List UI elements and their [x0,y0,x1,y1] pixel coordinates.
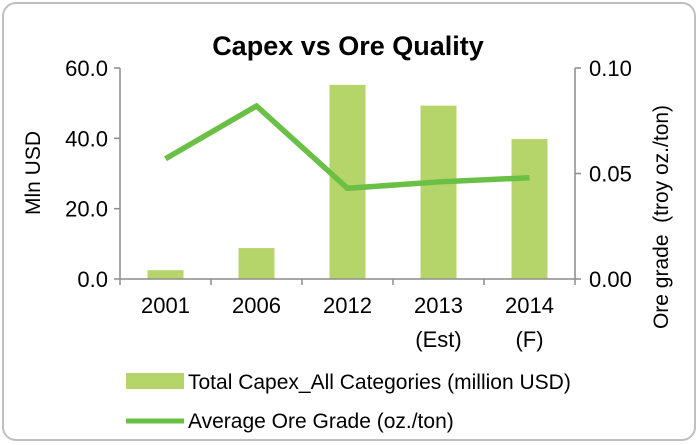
y-right-tick-label: 0.10 [589,56,632,81]
x-tick-label: (Est) [415,327,461,352]
legend-line-label: Average Ore Grade (oz./ton) [188,410,454,433]
legend: Total Capex_All Categories (million USD)… [126,371,571,433]
x-tick-label: 2012 [323,293,372,318]
y-right-ticks: 0.00 0.05 0.10 [575,56,632,292]
x-tick-label: 2001 [141,293,190,318]
bar-2001 [147,270,184,279]
y-left-axis-label: Mln USD [22,131,45,215]
y-left-tick-label: 20.0 [65,197,108,222]
line-series [164,102,530,192]
y-right-tick-label: 0.05 [589,162,632,187]
y-left-tick-label: 60.0 [65,56,108,81]
chart-title: Capex vs Ore Quality [212,31,484,61]
bar-series [147,84,548,280]
y-left-ticks: 0.0 20.0 40.0 60.0 [65,56,120,292]
y-right-tick-label: 0.00 [589,267,632,292]
x-tick-label: 2013 [414,293,463,318]
bar-2013 [420,105,457,280]
x-tick-label: 2014 [505,293,554,318]
y-left-tick-label: 40.0 [65,126,108,151]
bar-2012 [329,84,366,279]
legend-bar-swatch [126,373,184,389]
y-right-axis-label: Ore grade (troy oz./ton) [650,105,673,329]
y-left-tick-label: 0.0 [77,267,108,292]
legend-bar-label: Total Capex_All Categories (million USD) [188,371,571,394]
bar-2006 [238,248,275,279]
x-tick-label: 2006 [232,293,281,318]
x-tick-labels: 2001 2006 2012 2013 (Est) 2014 (F) [119,279,576,352]
bar-2014 [511,139,548,279]
x-tick-label: (F) [515,327,543,352]
